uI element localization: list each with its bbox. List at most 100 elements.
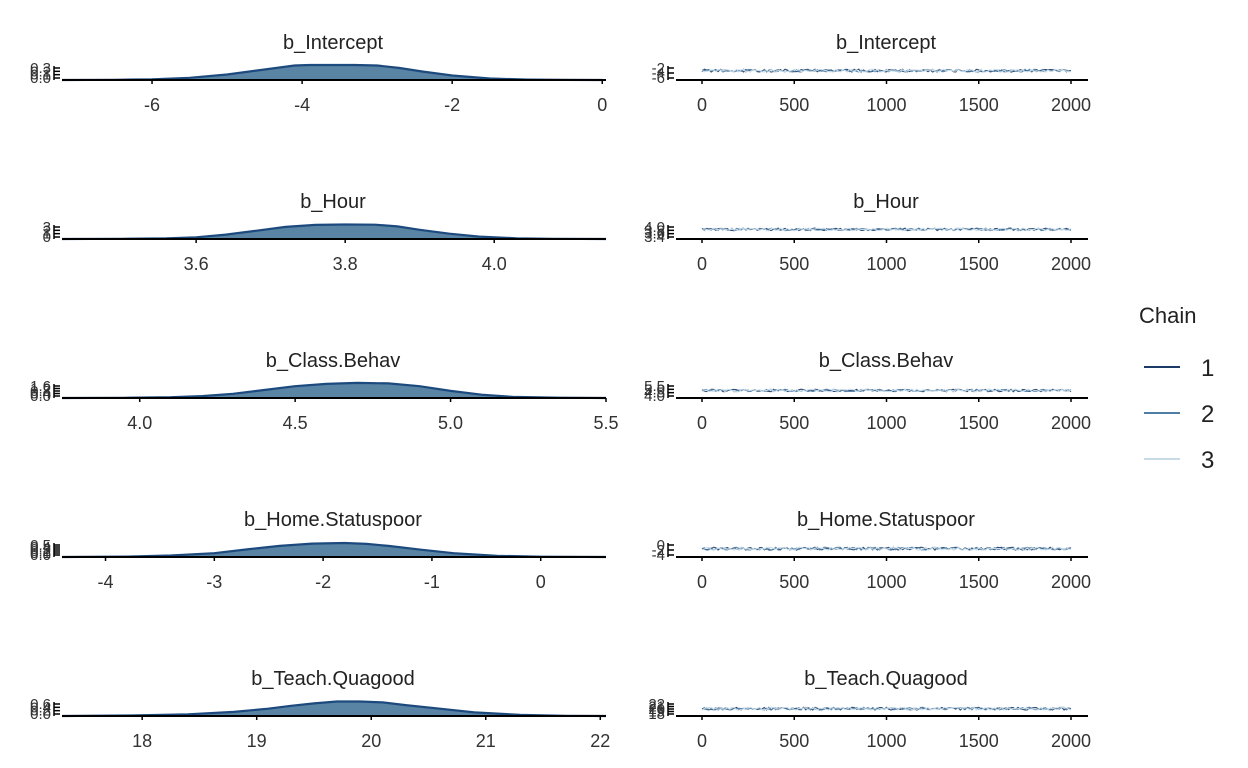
trace-line-chain-3 [701, 546, 1071, 551]
x-tick-label: -6 [144, 95, 160, 115]
y-tick-label: 0.4 [30, 699, 51, 716]
y-tick-label: 1 [43, 226, 51, 243]
legend-label: 1 [1201, 355, 1214, 382]
y-tick-label: 0 [43, 229, 51, 246]
x-tick-label: 3.8 [333, 254, 358, 274]
y-tick-label: 18 [648, 706, 665, 723]
y-tick-label: 0.0 [30, 706, 51, 723]
y-tick-label: -4 [652, 547, 665, 564]
density-line [61, 700, 607, 718]
trace-line-chain-3 [701, 227, 1072, 232]
x-tick-label: 18 [132, 731, 152, 751]
y-tick-label: 22 [648, 696, 665, 713]
trace-panel-0: b_Intercept -6-4-2 0 500 1000 1500 2000 [652, 32, 1091, 115]
density-line [61, 541, 607, 559]
x-tick-label: -2 [444, 95, 460, 115]
trace-panel-3: b_Home.Statuspoor-4-200 500 1000 1500 2000 [652, 509, 1091, 592]
x-tick-label: 2000 [1051, 95, 1091, 115]
y-tick-label: 3 [43, 219, 51, 236]
x-tick-label: 20 [361, 731, 381, 751]
x-tick-label: 500 [779, 254, 809, 274]
y-tick-label: -4 [652, 65, 665, 82]
x-tick-label: 2000 [1051, 731, 1091, 751]
x-tick-label: -2 [315, 572, 331, 592]
y-tick-label: 0.1 [30, 545, 51, 562]
x-tick-label: 1000 [866, 572, 906, 592]
panel-title: b_Home.Statuspoor [244, 509, 422, 531]
density-panel-2: b_Class.Behav 0.00.40.81.21.6 4.0 4.5 5.0 5.5 [30, 350, 618, 433]
y-tick-label: 0.0 [30, 388, 51, 405]
density-area [62, 65, 603, 80]
x-tick-label: 500 [779, 731, 809, 751]
y-tick-label: 0.1 [30, 67, 51, 84]
y-tick-label: 0.0 [30, 547, 51, 564]
y-tick-label: 0.3 [30, 60, 51, 77]
y-tick-label: -6 [652, 70, 665, 87]
y-tick-label: 0.8 [30, 383, 51, 400]
trace-panel-2: b_Class.Behav 4.04.55.05.5 0 500 1000 1500 200… [644, 350, 1091, 433]
density-line [61, 381, 607, 400]
y-tick-label: 3.4 [644, 229, 665, 246]
legend-label: 3 [1201, 447, 1214, 474]
y-tick-label: 21 [648, 699, 665, 716]
x-tick-label: 21 [476, 731, 496, 751]
x-tick-label: 0 [536, 572, 546, 592]
panel-title: b_Intercept [283, 32, 384, 54]
density-panel-0: b_Intercept 0.00.10.20.3 -6 -4 -2 0 [30, 32, 607, 115]
x-tick-label: -4 [294, 95, 310, 115]
trace-panel-1: b_Hour 3.43.63.84.0 0 500 1000 1500 2000 [644, 191, 1091, 274]
panel-title: b_Home.Statuspoor [797, 509, 975, 531]
panel-title: b_Teach.Quagood [804, 668, 967, 690]
x-tick-label: 4.0 [127, 413, 152, 433]
panel-title: b_Hour [300, 191, 366, 213]
panel-title: b_Teach.Quagood [251, 668, 414, 690]
density-line [61, 63, 603, 82]
x-tick-label: 1500 [959, 95, 999, 115]
y-tick-label: 0.2 [30, 543, 51, 560]
x-tick-label: 0 [697, 95, 707, 115]
trace-line-chain-2 [701, 68, 1072, 73]
panel-title: b_Hour [853, 191, 919, 213]
y-tick-label: 3.8 [644, 222, 665, 239]
density-panel-4: b_Teach.Quagood 0.00.20.40.6 18 19 20 21 22 [30, 668, 610, 751]
y-tick-label: 0.6 [30, 696, 51, 713]
x-tick-label: 4.0 [482, 254, 507, 274]
density-area [62, 224, 606, 239]
trace-line-chain-3 [701, 706, 1072, 711]
density-area [62, 382, 606, 398]
x-tick-label: 5.0 [438, 413, 463, 433]
y-tick-label: -2 [652, 60, 665, 77]
y-tick-label: 0.0 [30, 70, 51, 87]
y-tick-label: -2 [652, 542, 665, 559]
x-tick-label: 1000 [866, 413, 906, 433]
x-tick-label: 0 [597, 95, 607, 115]
y-tick-label: 5.5 [644, 378, 665, 395]
x-tick-label: 3.6 [184, 254, 209, 274]
y-tick-label: 3.6 [644, 226, 665, 243]
y-tick-label: 19 [648, 704, 665, 721]
x-tick-label: 500 [779, 413, 809, 433]
trace-line-chain-3 [701, 388, 1072, 393]
x-tick-label: 0 [697, 413, 707, 433]
y-tick-label: 20 [648, 701, 665, 718]
x-tick-label: 1000 [866, 254, 906, 274]
x-tick-label: -4 [98, 572, 114, 592]
x-tick-label: 2000 [1051, 413, 1091, 433]
y-tick-label: 4.5 [644, 385, 665, 402]
y-tick-label: 5.0 [644, 381, 665, 398]
y-tick-label: 0 [657, 537, 665, 554]
x-tick-label: 0 [697, 254, 707, 274]
y-tick-label: 1.6 [30, 378, 51, 395]
x-tick-label: -1 [424, 572, 440, 592]
x-tick-label: 0 [697, 731, 707, 751]
panel-title: b_Class.Behav [819, 350, 954, 372]
y-tick-label: 4.0 [644, 219, 665, 236]
y-tick-label: 0.3 [30, 541, 51, 558]
x-tick-label: -3 [206, 572, 222, 592]
x-tick-label: 1500 [959, 254, 999, 274]
x-tick-label: 19 [247, 731, 267, 751]
trace-line-chain-3 [701, 68, 1071, 73]
